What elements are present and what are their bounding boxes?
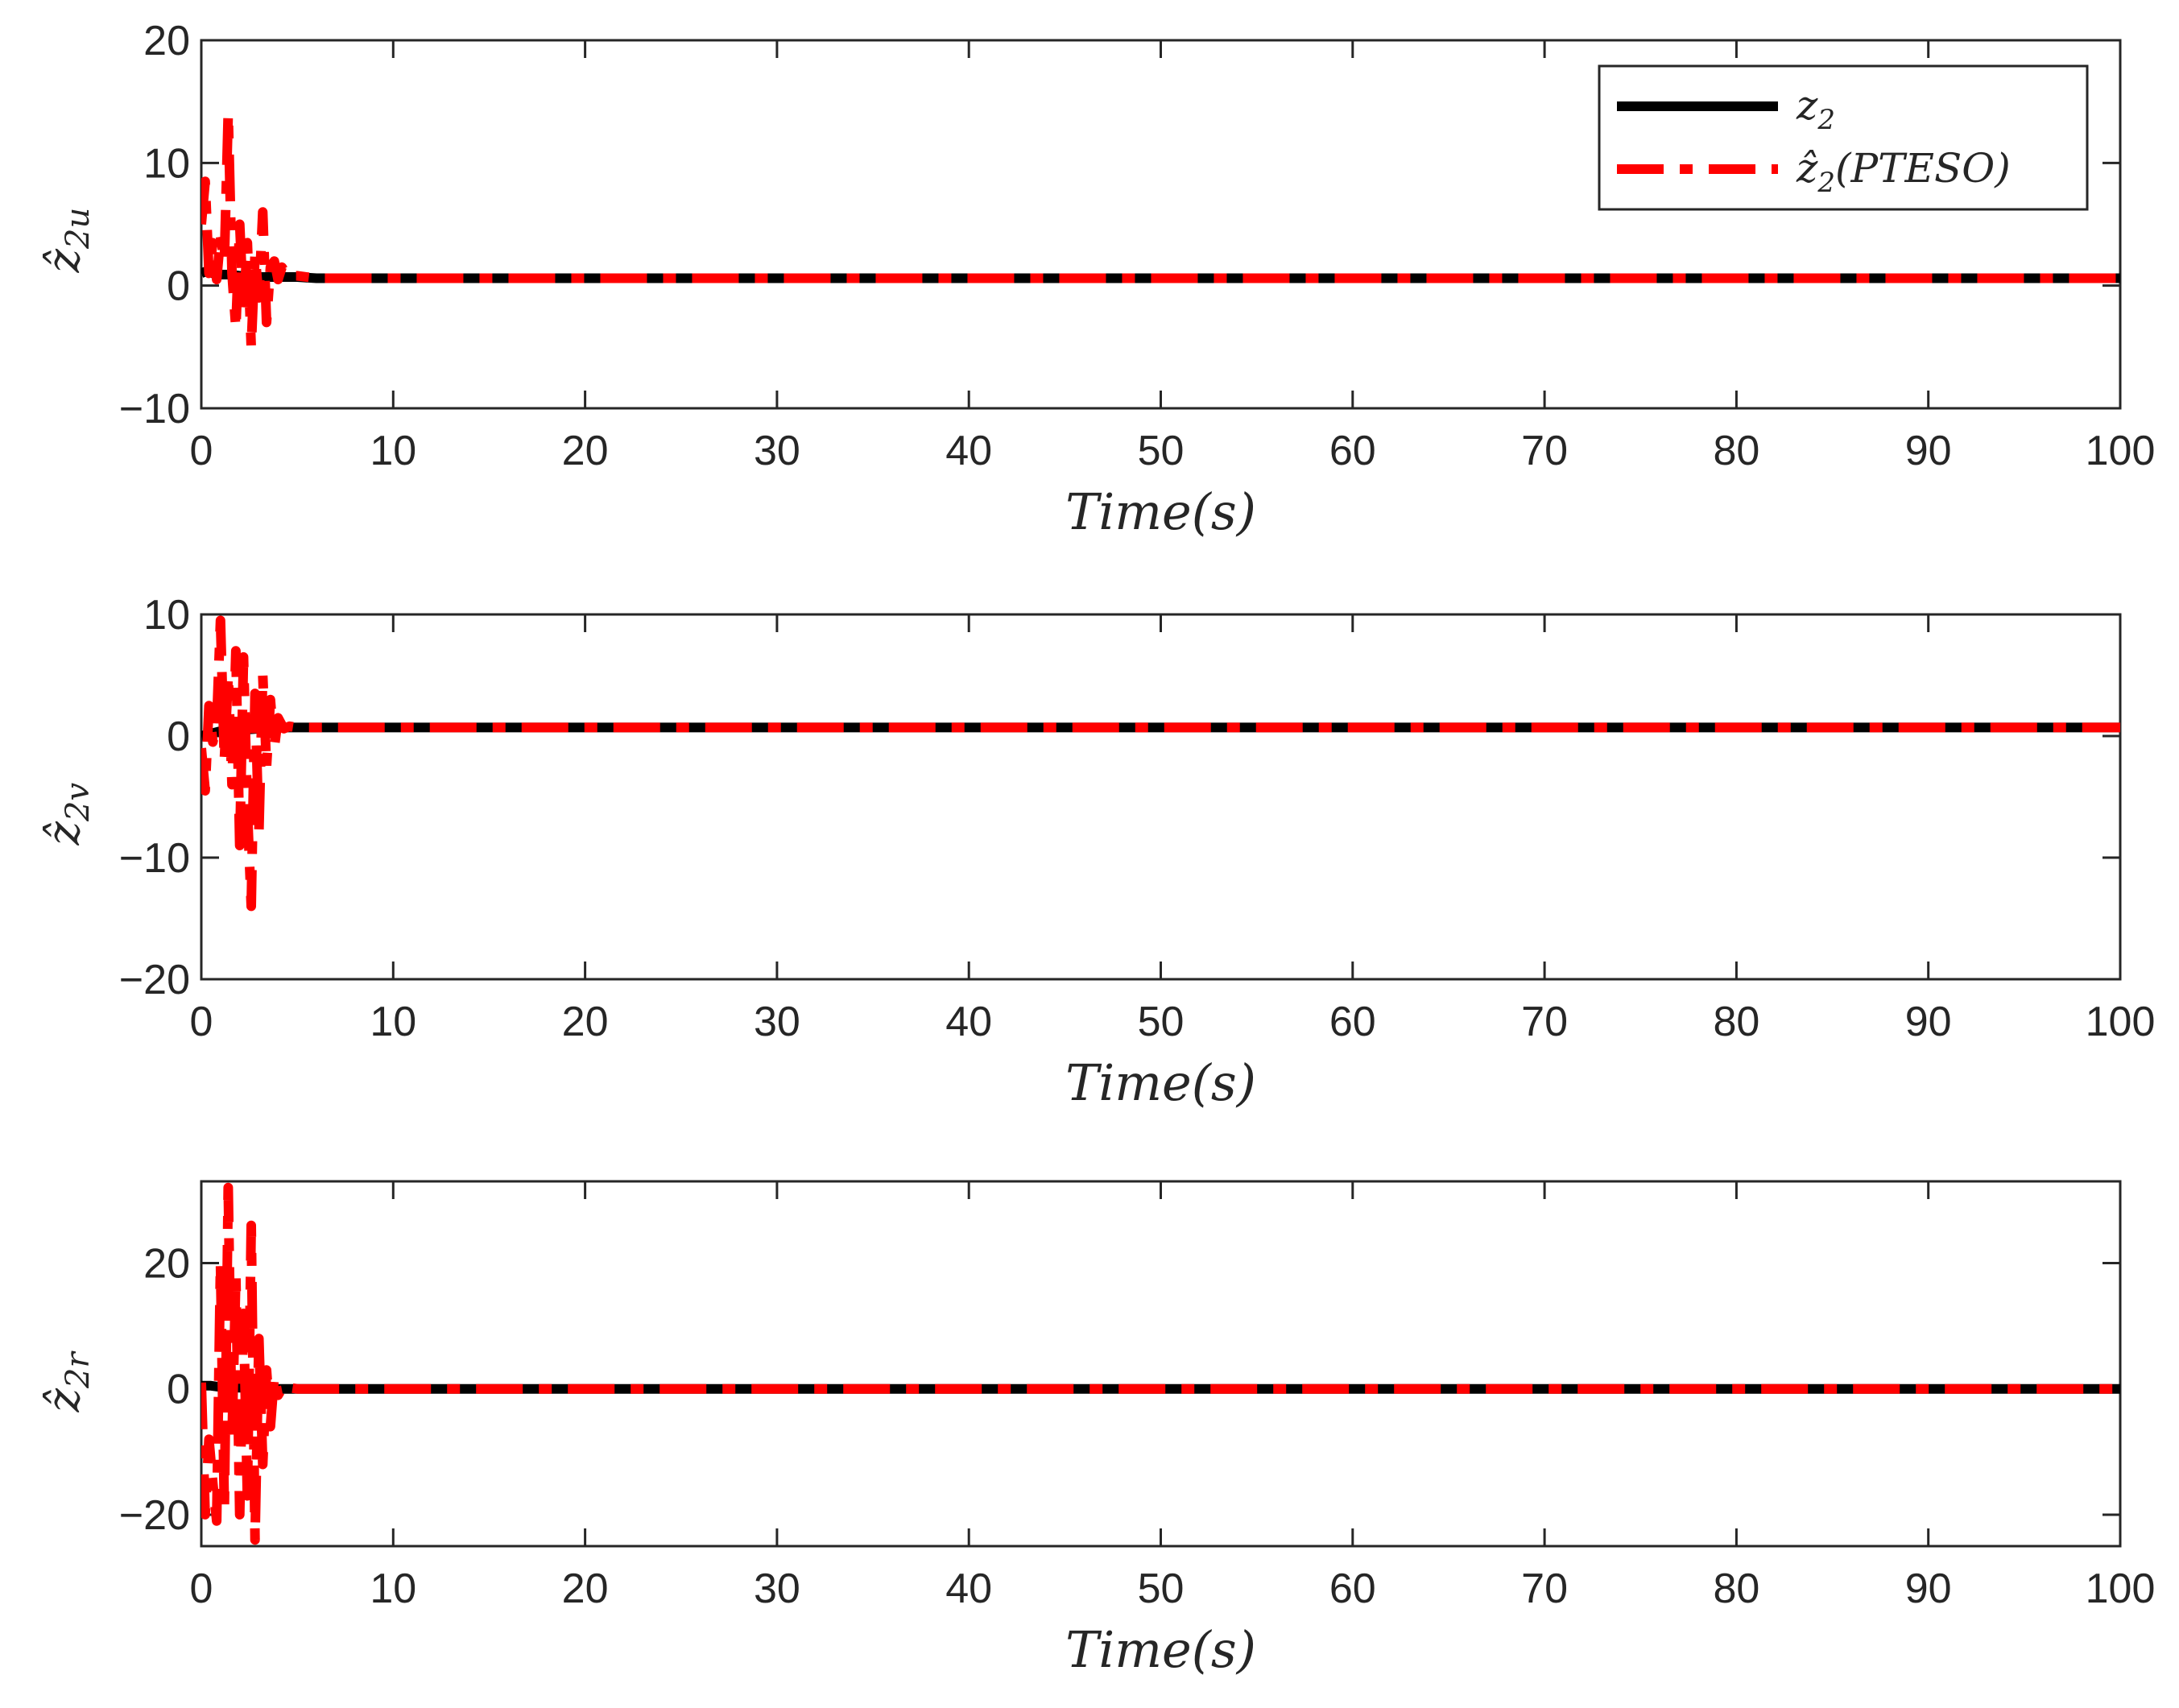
y-tick-label: 0 xyxy=(167,713,190,760)
x-tick-label: 0 xyxy=(190,428,213,474)
y-tick-label: 20 xyxy=(143,18,190,64)
x-tick-label: 20 xyxy=(562,1565,609,1612)
x-tick-label: 10 xyxy=(370,999,416,1045)
x-tick-label: 90 xyxy=(1905,428,1952,474)
x-tick-label: 40 xyxy=(945,1565,992,1612)
legend: z2 ẑ2(PTESO) xyxy=(1598,64,2089,211)
y-tick-label: 0 xyxy=(167,263,190,310)
legend-label: ẑ2(PTESO) xyxy=(1796,145,2011,199)
x-tick-label: 30 xyxy=(754,999,800,1045)
x-tick-label: 10 xyxy=(370,1565,416,1612)
y-tick-label: −10 xyxy=(119,386,190,432)
y-tick-label: −20 xyxy=(119,1492,190,1539)
x-tick-label: 60 xyxy=(1329,428,1376,474)
series-line-z2hat-pteso xyxy=(201,109,2120,352)
x-tick-label: 100 xyxy=(2086,428,2156,474)
x-tick-label: 40 xyxy=(945,999,992,1045)
x-tick-label: 90 xyxy=(1905,999,1952,1045)
series-group xyxy=(201,109,2120,352)
y-tick-label: 20 xyxy=(143,1241,190,1288)
x-tick-label: 0 xyxy=(190,999,213,1045)
y-tick-label: 10 xyxy=(143,592,190,639)
y-tick-label: 0 xyxy=(167,1367,190,1413)
series-group xyxy=(201,615,2120,912)
legend-box xyxy=(1598,64,2089,211)
x-tick-label: 40 xyxy=(945,428,992,474)
y-tick-label: −20 xyxy=(119,957,190,1003)
legend-label: z2 xyxy=(1796,82,1835,136)
y-axis-label: ẑ2u xyxy=(38,208,97,274)
x-tick-label: 20 xyxy=(562,999,609,1045)
subplots: 0 10 20 30 40 50 60 70 80 90 100−1001020Time(s)ẑ2… xyxy=(38,18,2155,1679)
x-axis-label: Time(s) xyxy=(1065,1620,1256,1679)
y-axis-label: ẑ2r xyxy=(38,1350,97,1413)
x-tick-label: 30 xyxy=(754,1565,800,1612)
x-tick-label: 50 xyxy=(1138,999,1185,1045)
x-tick-label: 70 xyxy=(1521,428,1568,474)
series-group xyxy=(201,1182,2120,1545)
x-tick-label: 20 xyxy=(562,428,609,474)
x-tick-label: 100 xyxy=(2086,1565,2156,1612)
x-tick-label: 60 xyxy=(1329,1565,1376,1612)
subplot-2: 0 10 20 30 40 50 60 70 80 90 100 −20 −10 0 10 Time(s) ẑ… xyxy=(38,592,2155,1112)
series-line-z2hat-pteso xyxy=(201,1182,2120,1545)
x-tick-label: 90 xyxy=(1905,1565,1952,1612)
y-axis-label: ẑ2v xyxy=(38,783,97,846)
x-tick-label: 50 xyxy=(1138,1565,1185,1612)
x-tick-label: 70 xyxy=(1521,999,1568,1045)
subplot-1: 0 10 20 30 40 50 60 70 80 90 100−1001020Time(s)ẑ2… xyxy=(38,18,2155,541)
x-tick-label: 80 xyxy=(1713,1565,1759,1612)
x-tick-label: 70 xyxy=(1521,1565,1568,1612)
plot-frame xyxy=(200,1180,2122,1548)
x-tick-label: 80 xyxy=(1713,428,1759,474)
x-tick-label: 60 xyxy=(1329,999,1376,1045)
y-tick-label: 10 xyxy=(143,140,190,187)
x-tick-label: 80 xyxy=(1713,999,1759,1045)
x-tick-label: 30 xyxy=(754,428,800,474)
x-axis-label: Time(s) xyxy=(1065,1053,1256,1112)
series-line-z2hat-pteso xyxy=(201,615,2120,912)
x-tick-label: 10 xyxy=(370,428,416,474)
x-tick-label: 100 xyxy=(2086,999,2156,1045)
x-tick-label: 50 xyxy=(1138,428,1185,474)
y-tick-label: −10 xyxy=(119,835,190,882)
x-axis-label: Time(s) xyxy=(1065,482,1256,541)
x-tick-label: 0 xyxy=(190,1565,213,1612)
plot-frame xyxy=(200,613,2122,981)
